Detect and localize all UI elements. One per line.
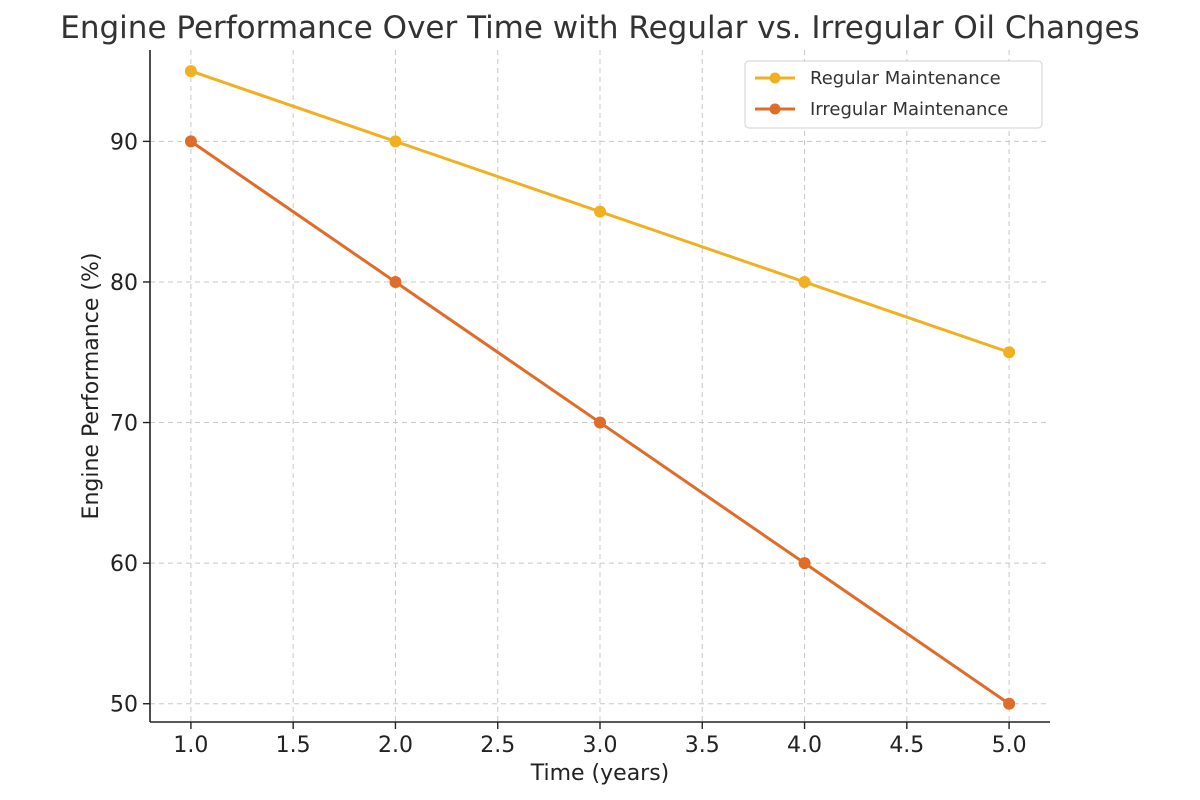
legend-item-irregular: Irregular Maintenance: [755, 99, 1008, 120]
x-tick-label: 4.5: [889, 733, 924, 758]
data-point-regular: [184, 65, 197, 78]
data-point-regular: [798, 275, 811, 288]
legend-box: [744, 60, 1043, 129]
x-tick-label: 3.0: [583, 733, 618, 758]
y-tick-label: 60: [110, 552, 138, 577]
y-tick-label: 80: [110, 271, 138, 296]
x-axis-label: Time (years): [530, 761, 670, 786]
x-tick-label: 1.0: [173, 733, 208, 758]
y-tick-label: 90: [110, 130, 138, 155]
data-point-regular: [389, 135, 402, 148]
y-tick-label: 50: [110, 693, 138, 718]
legend-label-regular: Regular Maintenance: [810, 68, 1001, 89]
x-tick-label: 2.0: [378, 733, 413, 758]
x-tick-label: 1.5: [276, 733, 311, 758]
data-point-irregular: [389, 275, 402, 288]
series-layer: [184, 65, 1016, 710]
data-point-irregular: [1003, 697, 1016, 710]
chart-title: Engine Performance Over Time with Regula…: [60, 10, 1139, 46]
x-tick-label: 3.5: [685, 733, 720, 758]
data-point-irregular: [594, 416, 606, 429]
legend-label-irregular: Irregular Maintenance: [810, 99, 1008, 120]
data-point-regular: [594, 205, 606, 218]
data-point-irregular: [798, 557, 811, 570]
data-point-irregular: [184, 135, 197, 148]
y-axis-label: Engine Performance (%): [79, 253, 104, 520]
y-tick-label: 70: [110, 412, 138, 437]
legend: Regular Maintenance Irregular Maintenanc…: [744, 60, 1043, 129]
grid: [150, 50, 1050, 722]
x-tick-label: 2.5: [480, 733, 515, 758]
x-ticks: 1.0 1.5 2.0 2.5 3.0 3.5 4.0 4.5 5.0: [173, 722, 1027, 758]
legend-marker-irregular: [769, 103, 781, 115]
y-ticks: 50 60 70 80 90: [110, 130, 150, 718]
series-regular: [184, 65, 1016, 359]
x-tick-label: 4.0: [787, 733, 822, 758]
data-point-regular: [1003, 346, 1016, 359]
x-tick-label: 5.0: [992, 733, 1027, 758]
legend-item-regular: Regular Maintenance: [755, 68, 1001, 89]
series-irregular: [184, 135, 1016, 710]
legend-marker-regular: [769, 72, 781, 84]
